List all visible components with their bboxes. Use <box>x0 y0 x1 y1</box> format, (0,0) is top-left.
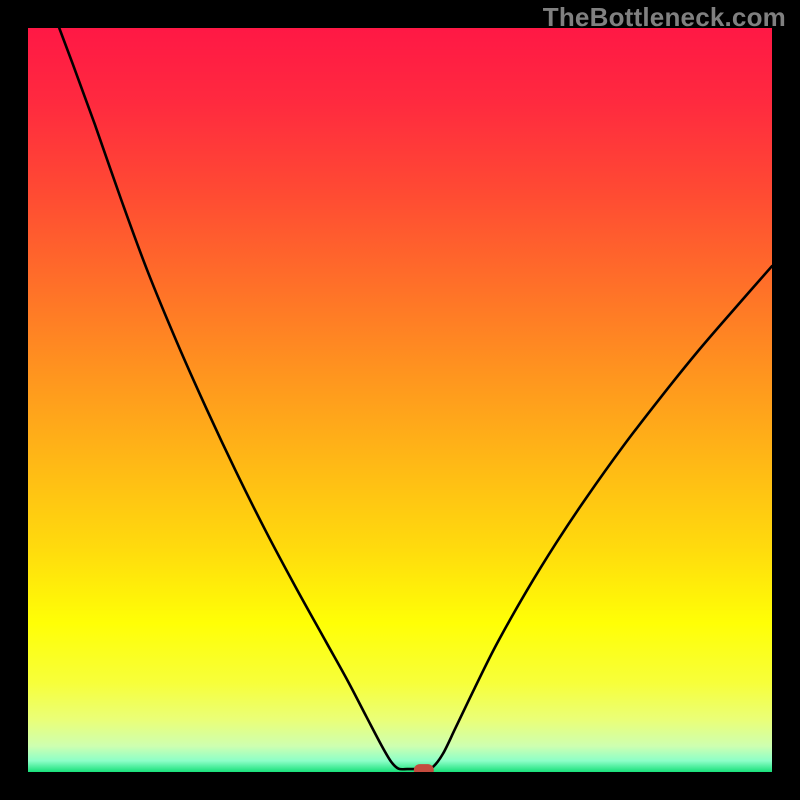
plot-background <box>28 28 772 772</box>
optimum-marker <box>414 764 434 776</box>
bottleneck-chart <box>0 0 800 800</box>
chart-frame: TheBottleneck.com <box>0 0 800 800</box>
watermark-text: TheBottleneck.com <box>543 2 786 33</box>
